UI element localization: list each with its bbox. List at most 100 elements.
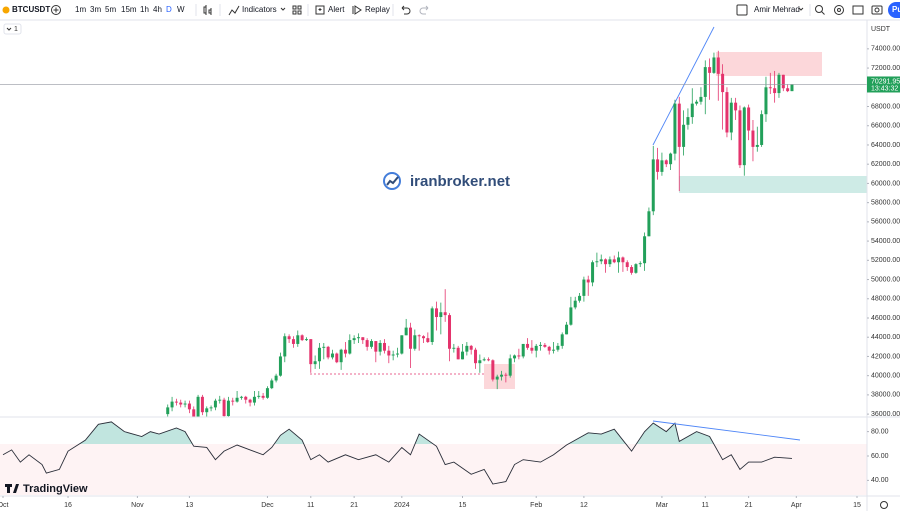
rsi-divergence-line[interactable] [652,420,801,441]
supply-zone[interactable] [716,52,822,76]
compare-plus [53,7,59,13]
candle-body [556,345,560,350]
indicators-button[interactable]: Indicators [242,5,277,14]
demand-zone[interactable] [679,176,867,193]
candle-body [421,336,425,339]
candle-body [582,279,586,296]
publish-button[interactable] [888,2,900,18]
x-tick-label: 21 [350,502,358,509]
interval[interactable]: 3m [90,5,101,14]
redo-button[interactable] [419,5,429,15]
candle-body [265,388,269,398]
candle-body [382,342,386,351]
candle-body [508,358,512,376]
candle-body [400,335,404,354]
candle-body [669,153,673,165]
candle-body [200,396,204,413]
interval[interactable]: W [177,5,185,14]
trend-line[interactable] [652,26,715,146]
candle-body [417,335,421,337]
pane-badge[interactable] [3,23,22,35]
candle-body [534,345,538,351]
y-tick-label: 40.00 [871,477,889,484]
fullscreen-button[interactable] [852,5,864,15]
symbol[interactable]: BTCUSDT [12,5,50,14]
interval-active[interactable]: D [166,5,172,14]
chart-type-button[interactable] [203,5,212,15]
interval[interactable]: 4h [153,5,162,14]
alert-button[interactable]: Alert [328,5,345,14]
rsi-pane [2,421,793,485]
indicators-icon [228,5,240,16]
candle-body [348,340,352,354]
candle-body [786,88,790,92]
undo-button[interactable] [401,5,411,15]
candle-body [291,339,295,344]
logo-mark [5,484,19,493]
candle-body [500,374,504,377]
compare-button[interactable] [51,5,61,15]
last-price-box [867,76,900,93]
publish-label: Pu [892,5,900,14]
interval[interactable]: 1m [75,5,86,14]
candle-body [448,315,452,349]
y-tick-label: 62000.00 [871,161,900,168]
candle-body [322,346,326,348]
candle-body [209,407,213,409]
x-tick-label: Feb [530,502,542,509]
candle-body [760,114,764,145]
candle-body [270,380,274,389]
candle-body [755,144,759,147]
candle-body [231,400,235,402]
candle-body [552,349,556,351]
candle-body [196,396,200,417]
candle-body [630,267,634,273]
interval[interactable]: 1h [140,5,149,14]
candle-body [513,355,517,359]
x-tick-label: Nov [131,502,144,509]
interval[interactable]: 15m [121,5,137,14]
x-tick-label: 13 [186,502,194,509]
layout-checkbox[interactable] [736,4,748,16]
search-handle [821,11,825,15]
last-price-label: 70291.95 [871,78,900,85]
candle-body [768,87,772,89]
user-menu[interactable] [798,7,804,11]
x-tick-label: 11 [307,502,314,509]
search-button[interactable] [815,5,823,13]
y-tick-label: 74000.00 [871,46,900,53]
indicators-menu[interactable] [280,7,286,11]
x-tick-label: 12 [580,502,588,509]
candle-body [408,327,412,349]
pane-badge-label: 1 [14,26,18,33]
replay-button[interactable]: Replay [365,5,390,14]
y-tick-label: 36000.00 [871,411,900,418]
candle-body [651,159,655,212]
candle-body [604,259,608,265]
interval[interactable]: 5m [105,5,116,14]
alert-icon [315,5,325,15]
snapshot-button[interactable] [871,5,883,15]
candle-body [296,335,300,344]
x-tick-label: 16 [64,502,72,509]
y-tick-label: 38000.00 [871,392,900,399]
rsi-band [0,444,867,495]
symbol-icon [2,6,10,14]
candle-body [170,401,174,408]
candle-body [339,349,343,363]
layout-icon[interactable] [292,5,297,10]
candle-body [287,336,291,340]
x-tick-label: 21 [745,502,753,509]
axes: 36000.00 38000.00 40000.00 42000.00 44000.00… [0,46,900,509]
candle-body [539,344,543,346]
candle-body [391,354,395,356]
axis-settings-button[interactable] [880,501,888,509]
candle-body [244,396,248,400]
candle-body [747,107,751,131]
candle-body [413,335,417,349]
candle-body [738,110,742,166]
drawings [310,26,867,389]
settings-button[interactable] [834,5,844,15]
candle-body [274,375,278,381]
user-name[interactable]: Amir Mehrad [754,5,800,14]
